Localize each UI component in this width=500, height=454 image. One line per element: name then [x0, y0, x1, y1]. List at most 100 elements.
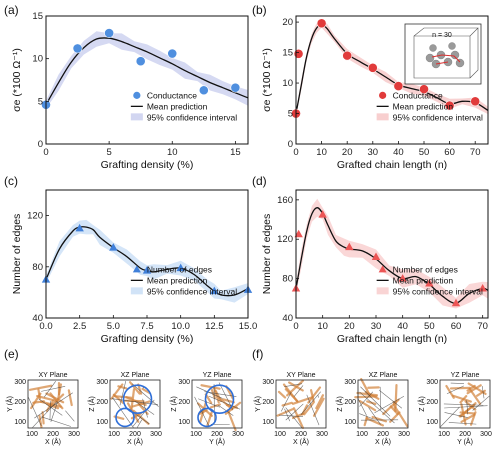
edge-f	[466, 400, 469, 415]
projection-ytick-f: 100	[262, 419, 274, 426]
legend-line-label-c: Mean prediction	[147, 275, 208, 285]
chart-a: 0 5 10 15 0 5 10 15 Grafting density (%) σe (*100…	[11, 11, 249, 171]
fiber-f	[460, 413, 476, 423]
confidence-band-c	[46, 219, 248, 303]
y-tick-label-a: 5	[38, 96, 43, 107]
y-tick-label-b: 20	[282, 17, 293, 28]
fiber-e	[226, 409, 237, 432]
data-point-b	[316, 18, 327, 29]
x-tick-label-c: 5.0	[107, 321, 120, 332]
projection-xtick-f: 200	[295, 431, 307, 438]
legend-line-label-b: Mean prediction	[393, 101, 454, 111]
x-tick-label-b: 30	[368, 147, 379, 158]
fiber-f	[466, 384, 482, 395]
fiber-f	[364, 390, 380, 400]
y-tick-label-b: 10	[282, 78, 293, 89]
edge-f	[440, 406, 460, 427]
data-point-c	[210, 286, 219, 295]
fiber-e	[131, 400, 151, 408]
projection-xtick-e: 100	[190, 431, 202, 438]
plot-frame-b	[295, 15, 489, 145]
edge-e	[41, 416, 72, 427]
projection-ytick-e: 200	[96, 399, 108, 406]
edge-e	[41, 386, 66, 392]
projection-xtick-e: 100	[108, 431, 120, 438]
fiber-f	[363, 416, 369, 427]
projection-xtick-f: 300	[480, 431, 492, 438]
fiber-e	[209, 403, 221, 409]
projection-title-f: XZ Plane	[369, 372, 398, 379]
x-tick-label-a: 10	[167, 147, 178, 158]
x-tick-label-c: 2.5	[73, 321, 86, 332]
edge-e	[194, 396, 210, 428]
edge-f	[285, 407, 303, 428]
edge-e	[119, 380, 127, 406]
x-tick-label-c: 0.0	[39, 321, 52, 332]
projection-xtick-f: 100	[356, 431, 368, 438]
x-tick-label-b: 0	[293, 147, 298, 158]
data-point-c	[75, 223, 84, 232]
fiber-e	[117, 385, 128, 390]
fiber-f	[371, 415, 388, 423]
data-point-b	[293, 48, 304, 59]
fiber-f	[476, 389, 486, 397]
data-point-c	[109, 243, 118, 251]
x-tick-label-c: 12.5	[205, 321, 224, 332]
fiber-e	[128, 381, 141, 395]
legend-band-label-a: 95% confidence interval	[147, 112, 237, 122]
projection-ytick-f: 200	[262, 399, 274, 406]
projection-frame-f	[275, 379, 327, 429]
edge-f	[472, 395, 490, 411]
fiber-f	[466, 384, 476, 392]
projection-xtick-e: 300	[68, 431, 80, 438]
projection-ytick-e: 200	[14, 399, 26, 406]
x-tick-label-a: 15	[230, 147, 241, 158]
edge-f	[359, 413, 374, 420]
edge-e	[34, 392, 73, 419]
legend-line-label-a: Mean prediction	[147, 101, 208, 111]
y-tick-label-c: 80	[32, 262, 43, 273]
edge-f	[359, 391, 374, 407]
projection-title-f: YZ Plane	[451, 372, 480, 379]
projection-xtick-e: 200	[211, 431, 223, 438]
data-point-b	[419, 84, 429, 95]
inset-label: n = 30	[432, 32, 452, 39]
data-point-a	[198, 85, 209, 96]
x-tick-label-d: 0	[293, 321, 298, 332]
edge-f	[317, 394, 319, 398]
legend-band-a	[130, 113, 143, 121]
edge-f	[293, 385, 304, 397]
data-point-a	[104, 28, 115, 38]
projection-ylabel-e: Z (Å)	[169, 396, 178, 412]
legend-band-c	[130, 287, 143, 295]
y-tick-label-c: 40	[32, 313, 43, 324]
projection-xtick-e: 200	[129, 431, 141, 438]
projection-ytick-e: 100	[178, 419, 190, 426]
projection-xlabel-e: Y (Å)	[209, 437, 225, 446]
y-tick-label-c: 120	[27, 211, 43, 222]
projection-ylabel-f: Z (Å)	[417, 396, 426, 412]
projection-xtick-e: 200	[47, 431, 59, 438]
fiber-f	[291, 396, 314, 405]
edge-e	[218, 405, 234, 416]
fiber-e	[57, 383, 63, 401]
fiber-e	[141, 387, 151, 394]
fiber-f	[303, 401, 315, 416]
y-tick-label-d: 160	[277, 195, 293, 206]
edge-e	[198, 398, 220, 408]
legend-band-label-b: 95% confidence interval	[393, 112, 483, 122]
data-point-b	[393, 81, 404, 91]
data-point-d	[318, 210, 327, 218]
edge-e	[49, 401, 51, 421]
fiber-e	[206, 411, 213, 427]
data-point-b	[342, 50, 353, 61]
x-tick-label-b: 60	[444, 147, 455, 158]
y-tick-label-d: 40	[282, 313, 293, 324]
fiber-e	[197, 402, 213, 417]
projection-title-f: XY Plane	[286, 372, 315, 379]
edge-e	[43, 380, 56, 398]
data-point-d	[425, 279, 434, 287]
fiber-f	[277, 390, 287, 399]
fiber-f	[312, 397, 325, 417]
